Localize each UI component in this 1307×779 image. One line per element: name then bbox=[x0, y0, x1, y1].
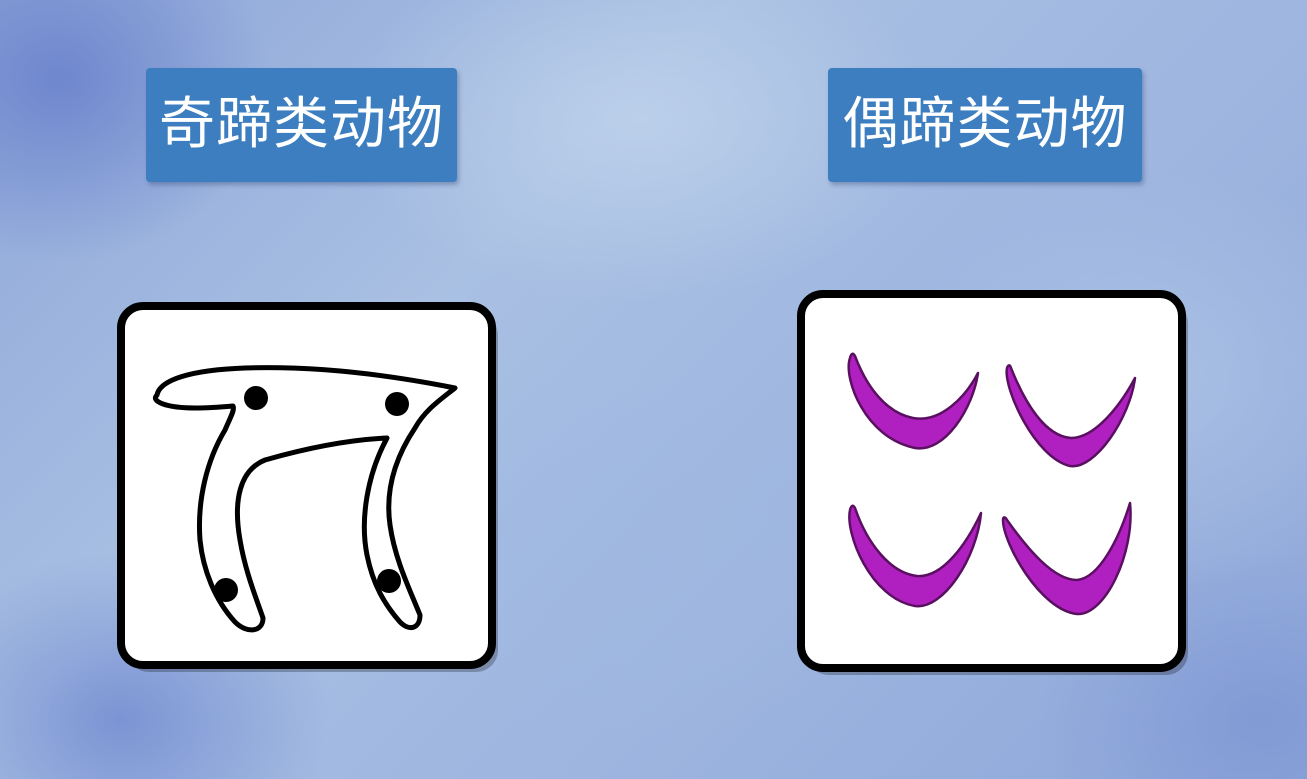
hoof-crescent-bottom-right bbox=[1001, 501, 1132, 616]
hoof-dot-bottom-left bbox=[214, 578, 238, 602]
hoof-dot-top-left bbox=[244, 386, 268, 410]
hoof-outline-shape bbox=[152, 365, 458, 633]
panel-frame bbox=[797, 290, 1186, 672]
even-toed-hoof-panel bbox=[795, 288, 1192, 678]
hoof-dot-bottom-right bbox=[377, 569, 401, 593]
hoof-crescent-top-left bbox=[847, 352, 980, 450]
panel-frame bbox=[117, 302, 496, 669]
even-toed-hoof-pairs-icon bbox=[797, 290, 1188, 675]
hoof-crescent-top-right bbox=[1005, 364, 1137, 468]
hoof-dot-top-right bbox=[385, 392, 409, 416]
odd-toed-hoof-panel bbox=[115, 300, 500, 675]
odd-toed-animals-label: 奇蹄类动物 bbox=[146, 68, 457, 182]
even-toed-animals-label: 偶蹄类动物 bbox=[828, 68, 1142, 182]
hoof-crescent-bottom-left bbox=[848, 504, 983, 608]
odd-toed-hoof-outline-icon bbox=[117, 302, 498, 672]
